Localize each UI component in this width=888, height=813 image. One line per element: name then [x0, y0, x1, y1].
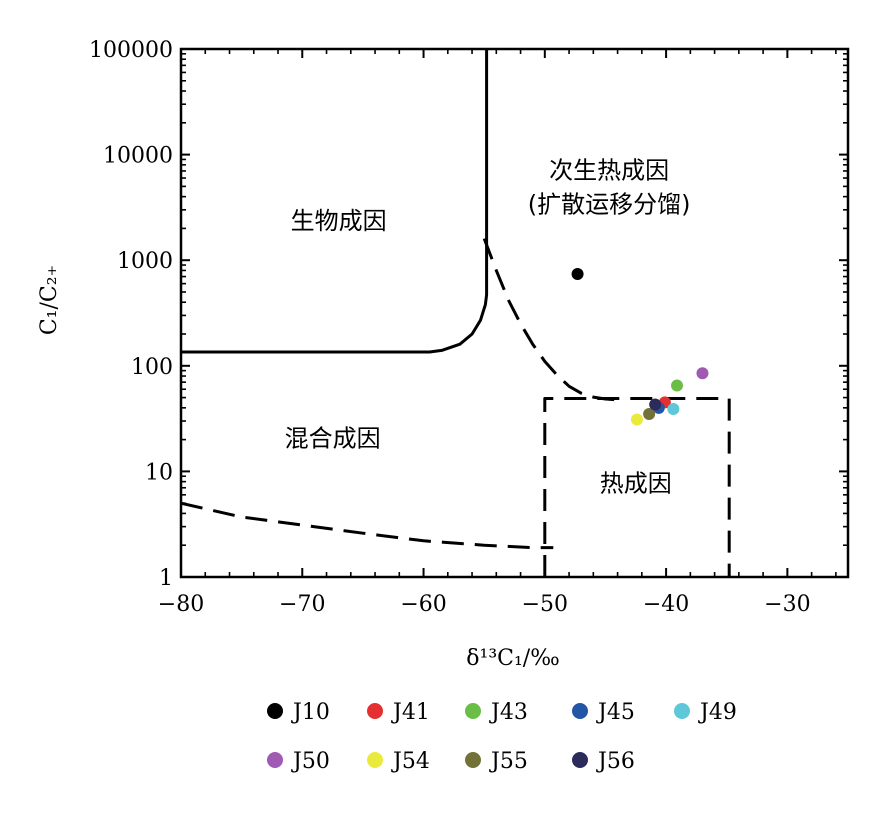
y-tick-label: 1 [159, 566, 173, 591]
y-tick-label: 1000 [117, 249, 173, 274]
legend-label-j43: J43 [489, 700, 528, 725]
legend-marker-j10 [267, 703, 283, 719]
legend-item-j49: J49 [674, 700, 737, 725]
legend-label-j45: J45 [596, 700, 635, 725]
legend-label-j54: J54 [391, 749, 430, 774]
legend-item-j43: J43 [465, 700, 528, 725]
data-point-j54 [630, 413, 643, 426]
legend-marker-j43 [465, 703, 481, 719]
y-tick-label: 10000 [103, 144, 173, 169]
region-label-1: 生物成因 [291, 207, 387, 235]
boundary-line-1 [181, 49, 489, 354]
legend-marker-j45 [572, 703, 588, 719]
legend-label-j49: J49 [698, 700, 737, 725]
y-axis-title: C₁/C₂₊ [37, 265, 62, 335]
legend-item-j10: J10 [267, 700, 330, 725]
legend-item-j54: J54 [367, 749, 430, 774]
legend-marker-j49 [674, 703, 690, 719]
y-tick-label: 100 [131, 355, 173, 380]
data-point-j56 [649, 398, 662, 411]
legend-label-j50: J50 [291, 749, 330, 774]
legend-label-j10: J10 [291, 700, 330, 725]
boundary-line-4 [543, 397, 731, 577]
region-label-5: 热成因 [600, 470, 672, 498]
region-label-3: (扩散运移分馏) [528, 190, 691, 218]
legend-marker-j55 [465, 752, 481, 768]
data-point-j43 [671, 379, 684, 392]
legend-label-j55: J55 [489, 749, 528, 774]
legend-label-j41: J41 [391, 700, 430, 725]
y-tick-label: 10 [145, 460, 173, 485]
x-tick-label: −30 [764, 592, 810, 617]
y-tick-label: 100000 [89, 38, 173, 63]
legend-marker-j54 [367, 752, 383, 768]
x-axis-title: δ¹³C₁/‰ [466, 646, 559, 671]
region-label-4: 混合成因 [285, 425, 381, 453]
legend-item-j50: J50 [267, 749, 330, 774]
x-tick-label: −60 [400, 592, 446, 617]
x-tick-label: −80 [158, 592, 204, 617]
legend-marker-j50 [267, 752, 283, 768]
legend-item-j55: J55 [465, 749, 528, 774]
legend-item-j56: J56 [572, 749, 635, 774]
boundary-line-3 [181, 501, 554, 550]
x-tick-label: −70 [279, 592, 325, 617]
legend-marker-j41 [367, 703, 383, 719]
plot-content [181, 49, 731, 577]
data-point-j10 [571, 268, 584, 281]
legend-label-j56: J56 [596, 749, 635, 774]
plot-frame [179, 47, 850, 579]
data-point-j50 [696, 367, 709, 380]
x-tick-label: −40 [643, 592, 689, 617]
data-point-j55 [643, 407, 656, 420]
legend-item-j41: J41 [367, 700, 430, 725]
boundary-line-2 [482, 238, 618, 402]
legend-marker-j56 [572, 752, 588, 768]
x-tick-label: −50 [522, 592, 568, 617]
data-point-j49 [667, 402, 680, 415]
legend: J10 J41 J43 J45 J49 J50 J54 J55 J56 [267, 700, 737, 774]
legend-item-j45: J45 [572, 700, 635, 725]
region-label-2: 次生热成因 [549, 157, 669, 185]
